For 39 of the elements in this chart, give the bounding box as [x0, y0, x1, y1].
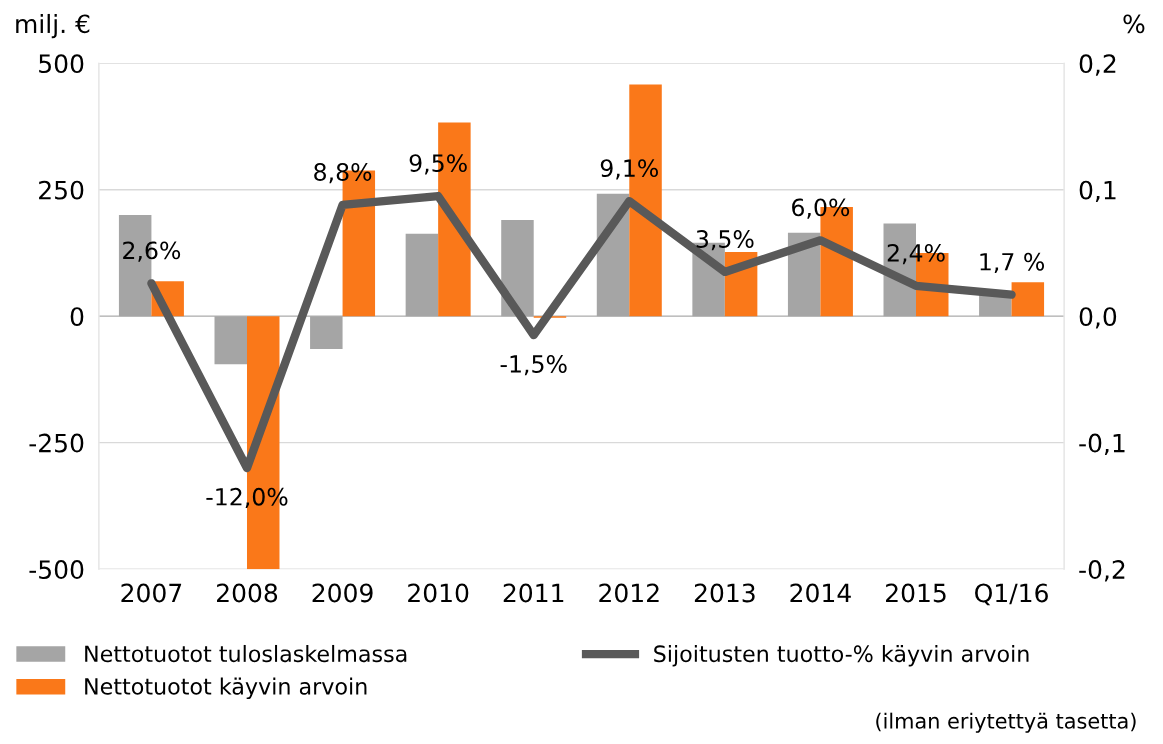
legend-label: Sijoitusten tuotto-% käyvin arvoin [654, 644, 1029, 667]
x-tick-label: 2014 [790, 583, 851, 603]
x-tick-label: 2013 [694, 583, 755, 603]
y2-tick-label: -0,2 [1079, 560, 1125, 582]
data-label: 9,5% [409, 154, 467, 175]
y-tick-label: -500 [29, 560, 84, 580]
bar [405, 233, 439, 317]
x-tick-label: 2015 [886, 583, 946, 603]
y2-tick-label: -0,1 [1079, 433, 1125, 456]
x-tick-label: 2008 [217, 583, 278, 603]
bar [1011, 282, 1045, 317]
y2-tick-label: 0,0 [1079, 307, 1117, 329]
y-tick-label: 250 [39, 180, 84, 200]
bar [214, 316, 247, 365]
bar [310, 316, 343, 350]
data-label: 2,6% [123, 241, 181, 262]
y-tick-label: 500 [39, 54, 84, 74]
data-label: 2,4% [887, 243, 945, 265]
y-axis-title: milj. € [16, 13, 90, 39]
y-tick-label: -250 [29, 433, 84, 453]
data-label: 8,8% [314, 163, 372, 184]
y-tick-label: 0 [70, 307, 84, 327]
data-label: -1,5% [500, 355, 567, 376]
x-tick-label: 2011 [503, 583, 564, 603]
x-tick-label: Q1/16 [975, 583, 1048, 606]
y2-tick-label: 0,1 [1079, 180, 1116, 203]
data-label: 6,0% [792, 198, 850, 219]
y2-axis-title: % [1123, 14, 1145, 34]
legend-label: Nettotuotot käyvin arvoin [85, 677, 367, 700]
text: (ilman eriytettyä tasetta) [876, 712, 1136, 733]
y2-tick-label: 0,2 [1079, 54, 1116, 76]
bar [501, 220, 534, 317]
legend-label: Nettotuotot tuloslaskelmassa [85, 644, 407, 663]
x-tick-label: 2012 [599, 583, 659, 603]
x-tick-label: 2009 [312, 583, 373, 603]
data-label: 3,5% [696, 230, 754, 251]
x-tick-label: 2007 [121, 583, 182, 603]
data-label: 1,7 % [980, 252, 1045, 274]
x-tick-label: 2010 [408, 583, 469, 603]
